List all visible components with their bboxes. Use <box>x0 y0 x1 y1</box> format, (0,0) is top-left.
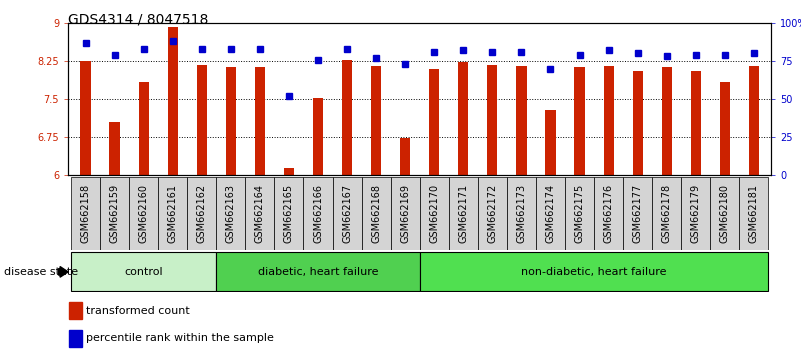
Bar <box>304 177 332 250</box>
Text: GSM662166: GSM662166 <box>313 184 323 243</box>
Text: GSM662159: GSM662159 <box>110 184 119 243</box>
Bar <box>710 177 739 250</box>
Text: GSM662164: GSM662164 <box>255 184 265 243</box>
Bar <box>284 168 294 175</box>
Text: GSM662169: GSM662169 <box>400 184 410 243</box>
Bar <box>71 177 100 250</box>
Text: GSM662176: GSM662176 <box>604 184 614 243</box>
Text: GSM662172: GSM662172 <box>487 184 497 243</box>
Bar <box>652 177 682 250</box>
Text: GSM662179: GSM662179 <box>690 184 701 243</box>
Bar <box>216 177 245 250</box>
Bar <box>70 302 83 319</box>
Text: non-diabetic, heart failure: non-diabetic, heart failure <box>521 267 667 277</box>
Bar <box>342 59 352 175</box>
Text: GSM662173: GSM662173 <box>517 184 526 243</box>
Bar <box>400 138 410 175</box>
Bar <box>603 65 614 175</box>
Bar <box>720 82 730 175</box>
Bar <box>391 177 420 250</box>
Text: GSM662160: GSM662160 <box>139 184 149 243</box>
Bar <box>332 177 361 250</box>
Bar <box>71 252 216 291</box>
Bar <box>371 65 381 175</box>
Text: GSM662171: GSM662171 <box>458 184 469 243</box>
Text: disease state: disease state <box>4 267 78 277</box>
Text: GSM662167: GSM662167 <box>342 184 352 243</box>
Text: percentile rank within the sample: percentile rank within the sample <box>87 333 274 343</box>
Bar <box>100 177 129 250</box>
Bar <box>80 61 91 175</box>
Bar <box>682 177 710 250</box>
Bar <box>739 177 768 250</box>
Bar <box>594 177 623 250</box>
Bar <box>255 67 265 175</box>
Bar <box>690 71 701 175</box>
Bar <box>623 177 652 250</box>
Bar <box>536 177 565 250</box>
Bar <box>70 330 83 347</box>
Text: GSM662165: GSM662165 <box>284 184 294 243</box>
Bar <box>197 65 207 175</box>
Text: GDS4314 / 8047518: GDS4314 / 8047518 <box>68 12 208 27</box>
Bar <box>458 62 469 175</box>
Bar <box>662 67 672 175</box>
Bar <box>478 177 507 250</box>
Text: GSM662178: GSM662178 <box>662 184 672 243</box>
Text: GSM662163: GSM662163 <box>226 184 235 243</box>
Text: transformed count: transformed count <box>87 306 190 316</box>
Bar <box>226 67 236 175</box>
Text: control: control <box>124 267 163 277</box>
Bar <box>361 177 391 250</box>
Bar <box>545 110 556 175</box>
Bar <box>313 98 323 175</box>
Text: GSM662161: GSM662161 <box>167 184 178 243</box>
Bar <box>517 65 526 175</box>
Text: GSM662175: GSM662175 <box>574 184 585 243</box>
Bar <box>187 177 216 250</box>
Bar <box>158 177 187 250</box>
Bar <box>167 27 178 175</box>
Bar <box>429 69 439 175</box>
Text: GSM662168: GSM662168 <box>371 184 381 243</box>
Text: GSM662181: GSM662181 <box>749 184 759 243</box>
Bar <box>565 177 594 250</box>
Bar <box>420 177 449 250</box>
Bar <box>139 82 149 175</box>
Bar <box>275 177 304 250</box>
Bar <box>633 71 642 175</box>
Bar <box>245 177 275 250</box>
Text: GSM662162: GSM662162 <box>197 184 207 243</box>
Bar <box>110 122 119 175</box>
Bar <box>420 252 768 291</box>
Bar <box>216 252 420 291</box>
Bar <box>574 67 585 175</box>
Bar <box>749 66 759 175</box>
Text: GSM662177: GSM662177 <box>633 184 642 243</box>
Text: GSM662174: GSM662174 <box>545 184 556 243</box>
Text: diabetic, heart failure: diabetic, heart failure <box>258 267 378 277</box>
Bar <box>449 177 478 250</box>
Bar <box>487 65 497 175</box>
Bar <box>129 177 158 250</box>
Text: GSM662170: GSM662170 <box>429 184 439 243</box>
Text: GSM662180: GSM662180 <box>720 184 730 243</box>
Text: GSM662158: GSM662158 <box>81 184 91 243</box>
Bar <box>507 177 536 250</box>
